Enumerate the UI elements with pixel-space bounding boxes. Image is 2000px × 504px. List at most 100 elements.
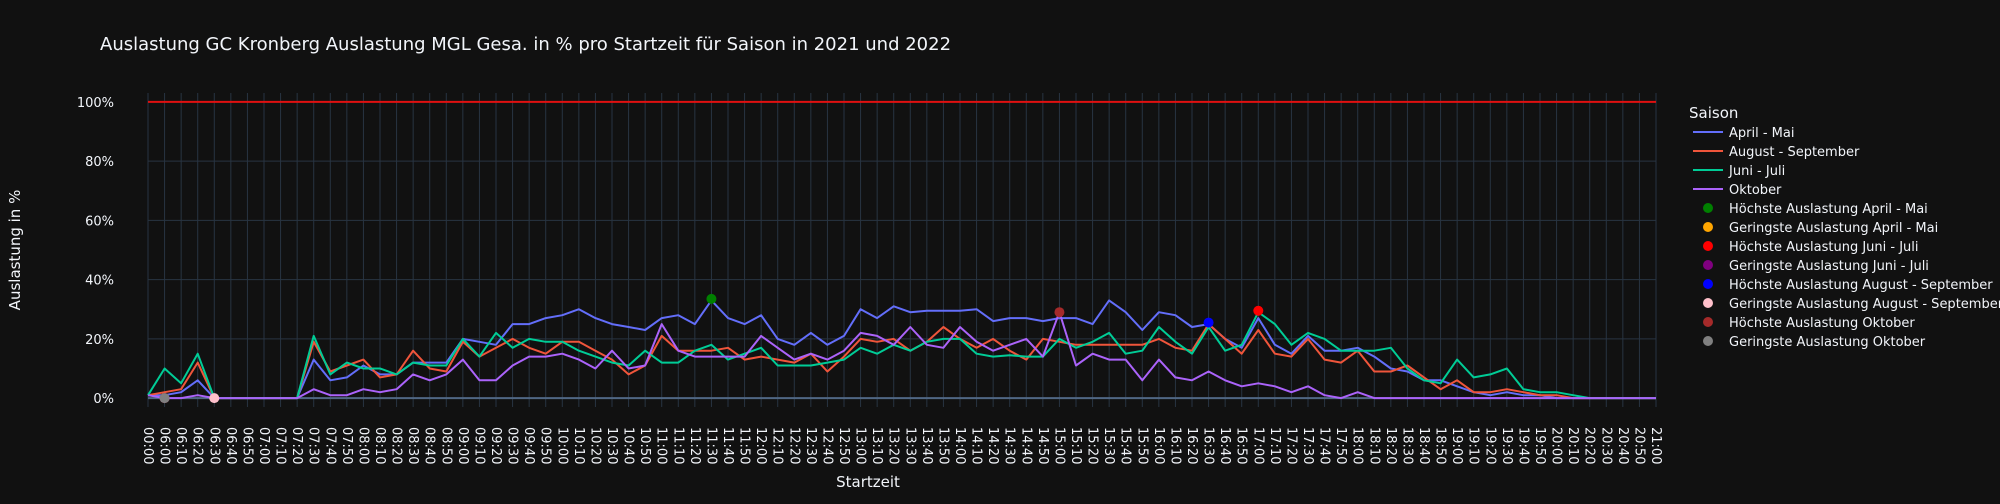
x-tick-label: 11:50 [737, 427, 752, 464]
legend-marker-swatch [1703, 298, 1713, 308]
y-tick-label: 0% [93, 392, 114, 407]
x-tick-label: 19:00 [1449, 427, 1464, 464]
x-tick-label: 13:50 [935, 427, 950, 464]
x-tick-label: 10:50 [637, 427, 652, 464]
x-tick-label: 11:30 [703, 427, 718, 464]
x-tick-label: 08:50 [438, 427, 453, 464]
x-tick-label: 12:10 [770, 427, 785, 464]
y-tick-label: 40% [85, 274, 114, 289]
legend-marker-swatch [1703, 222, 1713, 232]
x-tick-label: 10:40 [621, 427, 636, 464]
legend-marker-swatch [1703, 260, 1713, 270]
y-axis-label: Auslastung in % [6, 190, 24, 311]
x-tick-label: 18:30 [1399, 427, 1414, 464]
x-tick-label: 11:20 [687, 427, 702, 464]
x-tick-label: 18:20 [1383, 427, 1398, 464]
x-tick-label: 08:10 [372, 427, 387, 464]
x-tick-label: 06:50 [239, 427, 254, 464]
y-tick-label: 100% [77, 96, 114, 111]
x-tick-label: 17:10 [1267, 427, 1282, 464]
x-tick-label: 14:50 [1035, 427, 1050, 464]
x-tick-label: 13:30 [902, 427, 917, 464]
legend-marker-label: Höchste Auslastung Oktober [1729, 316, 1915, 331]
x-tick-label: 12:20 [786, 427, 801, 464]
x-tick-label: 12:30 [803, 427, 818, 464]
x-tick-label: 00:00 [140, 427, 155, 464]
series-layer [147, 100, 1656, 400]
marker-point-6 [209, 393, 220, 404]
x-tick-label: 19:50 [1532, 427, 1547, 464]
legend-title: Saison [1689, 104, 1738, 122]
legend-series-label: Juni - Juli [1728, 164, 1785, 179]
x-tick-label: 14:10 [969, 427, 984, 464]
legend-marker-label: Geringste Auslastung Juni - Juli [1729, 259, 1929, 274]
x-tick-label: 20:10 [1565, 427, 1580, 464]
x-tick-label: 13:10 [869, 427, 884, 464]
x-tick-label: 07:30 [306, 427, 321, 464]
x-tick-label: 14:40 [1018, 427, 1033, 464]
axis-layer: 00:00 06:00 06:10 06:20 06:30 06:40 06:50 07:00… [77, 96, 1663, 465]
x-tick-label: 08:20 [389, 427, 404, 464]
x-tick-label: 11:40 [720, 427, 735, 464]
x-tick-label: 13:40 [919, 427, 934, 464]
x-tick-label: 07:40 [322, 427, 337, 464]
x-tick-label: 08:40 [422, 427, 437, 464]
x-tick-label: 15:10 [1068, 427, 1083, 464]
x-tick-label: 18:10 [1366, 427, 1381, 464]
x-tick-label: 06:40 [223, 427, 238, 464]
x-tick-label: 14:30 [1002, 427, 1017, 464]
legend-marker-label: Geringste Auslastung August - September [1729, 297, 2000, 312]
x-tick-label: 09:40 [521, 427, 536, 464]
legend-marker-label: Höchste Auslastung August - September [1729, 278, 1993, 293]
x-tick-label: 18:40 [1416, 427, 1431, 464]
x-tick-label: 17:00 [1250, 427, 1265, 464]
legend-marker-swatch [1703, 336, 1713, 346]
x-tick-label: 06:10 [173, 427, 188, 464]
marker-point-7 [1054, 307, 1065, 318]
x-tick-label: 12:00 [753, 427, 768, 464]
legend-series-label: April - Mai [1729, 126, 1794, 141]
series-line-3 [147, 311, 1656, 400]
legend-marker-label: Höchste Auslastung Juni - Juli [1729, 240, 1919, 255]
grid-layer [147, 93, 1657, 407]
marker-point-1 [706, 293, 717, 304]
x-tick-label: 16:20 [1184, 427, 1199, 464]
x-tick-label: 20:30 [1598, 427, 1613, 464]
legend-marker-swatch [1703, 241, 1713, 251]
x-tick-label: 21:00 [1648, 427, 1663, 464]
x-tick-label: 19:30 [1499, 427, 1514, 464]
x-tick-label: 14:20 [985, 427, 1000, 464]
x-tick-label: 17:20 [1283, 427, 1298, 464]
x-tick-label: 10:10 [571, 427, 586, 464]
x-tick-label: 20:00 [1549, 427, 1564, 464]
x-tick-label: 11:00 [654, 427, 669, 464]
x-tick-label: 09:00 [455, 427, 470, 464]
x-axis-label: Startzeit [836, 473, 900, 491]
x-tick-label: 16:30 [1201, 427, 1216, 464]
x-tick-label: 07:10 [273, 427, 288, 464]
x-tick-label: 10:00 [554, 427, 569, 464]
series-line-1 [148, 299, 1656, 400]
x-tick-label: 08:00 [355, 427, 370, 464]
legend-marker-swatch [1703, 317, 1713, 327]
x-tick-label: 09:20 [488, 427, 503, 464]
y-tick-label: 60% [85, 214, 114, 229]
x-tick-label: 06:00 [157, 427, 172, 464]
x-tick-label: 20:20 [1582, 427, 1597, 464]
x-tick-label: 12:50 [836, 427, 851, 464]
x-tick-label: 11:10 [670, 427, 685, 464]
marker-layer [159, 293, 1264, 404]
x-tick-label: 12:40 [819, 427, 834, 464]
x-tick-label: 15:20 [1085, 427, 1100, 464]
x-tick-label: 19:40 [1515, 427, 1530, 464]
x-tick-label: 16:50 [1234, 427, 1249, 464]
x-tick-label: 15:00 [1051, 427, 1066, 464]
x-tick-label: 14:00 [952, 427, 967, 464]
x-tick-label: 07:20 [289, 427, 304, 464]
x-tick-label: 17:40 [1317, 427, 1332, 464]
x-tick-label: 13:00 [853, 427, 868, 464]
x-tick-label: 18:50 [1433, 427, 1448, 464]
x-tick-label: 17:50 [1333, 427, 1348, 464]
